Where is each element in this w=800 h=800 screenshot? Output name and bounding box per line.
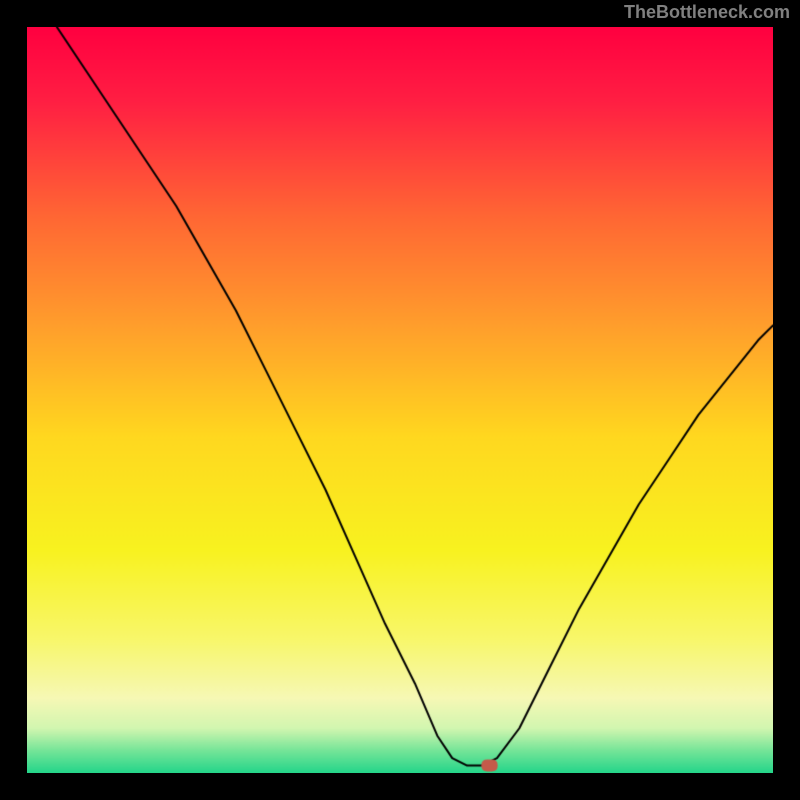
chart-canvas [27, 27, 773, 773]
watermark-text: TheBottleneck.com [624, 2, 790, 23]
chart-plot-area [27, 27, 773, 773]
